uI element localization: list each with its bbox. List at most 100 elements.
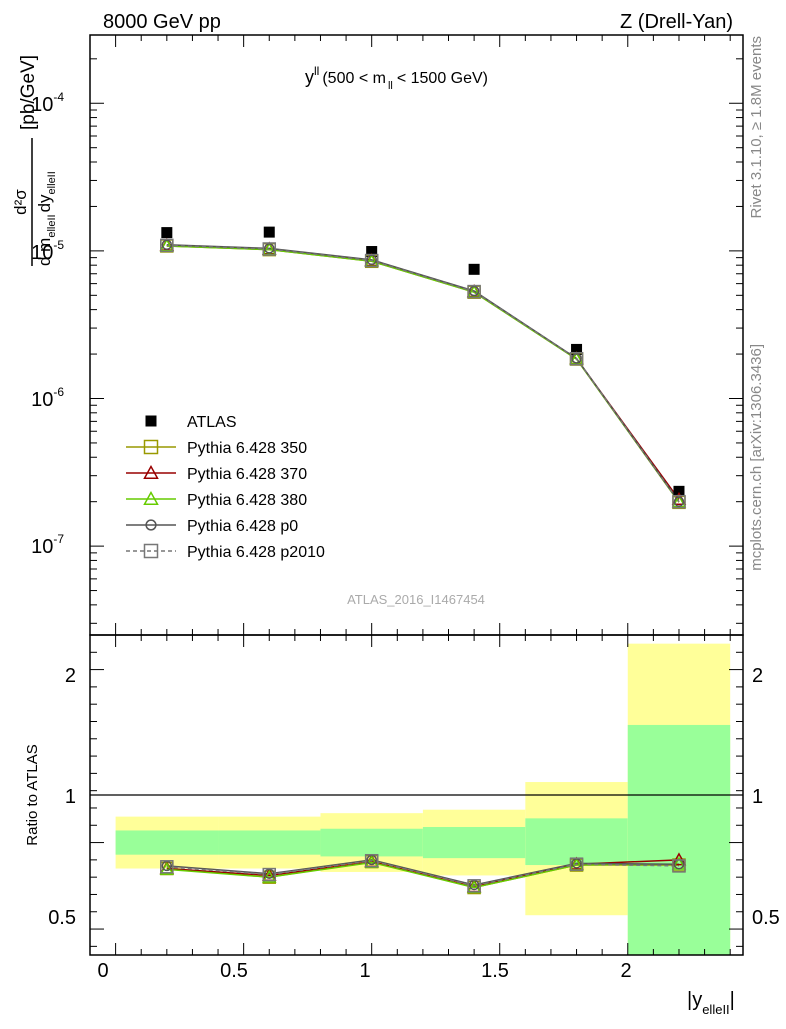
y-tick-base-1e-4: 10 — [31, 94, 53, 116]
ratio-tick-right-0.5: 0.5 — [752, 907, 780, 929]
ratio-band-stat-0 — [115, 830, 219, 855]
main-point-s5-5 — [672, 494, 686, 509]
ratio-ylabel: Ratio to ATLAS — [24, 744, 41, 845]
main-point-s0-3 — [468, 263, 480, 275]
main-point-s0-1 — [263, 226, 275, 238]
legend-entry-2: Pythia 6.428 370 — [126, 464, 307, 483]
x-tick-1: 1 — [359, 960, 370, 982]
ratio-tick-right-2: 2 — [752, 665, 763, 687]
main-point-s0-5 — [673, 485, 685, 497]
ratio-line-4 — [166, 859, 679, 887]
legend-label-4: Pythia 6.428 p0 — [187, 518, 298, 535]
ratio-point-s4-3 — [467, 879, 481, 893]
mcplots-label: mcplots.cern.ch [arXiv:1306.3436] — [748, 344, 765, 571]
legend-entry-4: Pythia 6.428 p0 — [126, 518, 298, 535]
legend-marker-0 — [145, 415, 157, 427]
y-tick-exp-1e-4: -4 — [53, 90, 64, 104]
x-tick-2: 2 — [620, 960, 631, 982]
x-label-close: | — [730, 989, 735, 1011]
main-point-s4-1 — [264, 243, 275, 254]
main-point-s4-0 — [161, 239, 173, 251]
ylabel-units: [pb/GeV] — [18, 55, 39, 130]
ratio-tick-left-0.5: 0.5 — [48, 907, 76, 929]
selection-annotation: yll (500 < m ll < 1500 GeV) — [305, 64, 488, 92]
y-tick-base-1e-7: 10 — [31, 536, 53, 558]
y-tick-label-1e-4: 10-4 — [31, 90, 64, 116]
main-point-s4-2 — [366, 254, 377, 266]
ylabel-den-sub2: elleII — [46, 171, 58, 194]
annotation-sup: ll — [314, 64, 319, 78]
x-tick-1.5: 1.5 — [481, 960, 509, 982]
legend-entry-3: Pythia 6.428 380 — [126, 490, 307, 509]
analysis-watermark: ATLAS_2016_I1467454 — [347, 592, 485, 607]
main-line-5 — [166, 244, 680, 503]
main-point-s3-4 — [569, 351, 584, 365]
main-line-2 — [166, 244, 680, 500]
main-line-3 — [166, 245, 680, 503]
ratio-band-stat-2 — [320, 828, 423, 857]
y-tick-exp-1e-6: -6 — [53, 385, 64, 399]
ratio-markers — [159, 852, 687, 895]
y-tick-exp-1e-7: -7 — [53, 532, 64, 546]
legend-entry-0: ATLAS — [145, 414, 237, 431]
ylabel-den-part1: d m — [35, 238, 54, 266]
y-tick-label-1e-5: 10-5 — [31, 238, 64, 264]
ylabel-den-sub1: elleII — [46, 214, 58, 237]
main-point-s0-2 — [366, 246, 378, 258]
ratio-line-2 — [166, 861, 679, 889]
y-tick-label-1e-7: 10-7 — [31, 532, 64, 558]
main-markers — [159, 226, 687, 510]
main-point-s0-0 — [161, 227, 173, 239]
legend-marker-5 — [143, 543, 159, 559]
ylabel-den-part2: dy — [35, 194, 54, 212]
x-label-main: |y — [687, 989, 702, 1011]
legend-marker-1 — [143, 439, 159, 455]
main-point-s4-5 — [673, 496, 685, 507]
ratio-point-s4-4 — [569, 857, 584, 871]
ratio-band-stat-3 — [422, 827, 526, 859]
annotation-tail: < 1500 GeV) — [397, 70, 488, 87]
main-point-s5-3 — [467, 284, 481, 299]
x-axis-label: |yelleII| — [687, 989, 735, 1017]
ratio-uncertainty-bands — [115, 643, 731, 955]
main-line-4 — [166, 244, 680, 503]
annotation-rest: (500 < m — [322, 70, 386, 87]
main-line-1 — [166, 245, 680, 503]
main-ylabel: d²σ d melleIIdyelleII [pb/GeV] — [11, 55, 58, 266]
legend-label-0: ATLAS — [187, 414, 237, 431]
legend: ATLAS Pythia 6.428 350 Pythia 6.428 370 Pyt… — [126, 414, 325, 561]
legend-label-3: Pythia 6.428 380 — [187, 492, 307, 509]
main-y-tick-labels: 10-4 10-5 10-6 10-7 — [31, 90, 64, 558]
legend-marker-3 — [143, 490, 159, 505]
ratio-point-s4-5 — [672, 859, 686, 873]
ratio-tick-left-1: 1 — [65, 786, 76, 808]
main-point-s4-4 — [571, 353, 582, 364]
main-mc-lines — [166, 244, 680, 503]
y-tick-base-1e-5: 10 — [31, 242, 53, 264]
annotation-y: y — [305, 67, 314, 87]
annotation-sub: ll — [388, 80, 393, 92]
x-label-sub: elleII — [702, 1002, 729, 1017]
ylabel-denominator: d melleIIdyelleII — [35, 171, 58, 266]
ratio-point-s4-2 — [364, 853, 379, 868]
ratio-line-3 — [166, 859, 679, 886]
header-left-title: 8000 GeV pp — [103, 11, 221, 33]
y-tick-label-1e-6: 10-6 — [31, 385, 64, 411]
ratio-band-stat-1 — [218, 830, 321, 855]
legend-label-1: Pythia 6.428 350 — [187, 440, 307, 457]
rivet-version-label: Rivet 3.1.10, ≥ 1.8M events — [748, 36, 765, 219]
ratio-tick-left-2: 2 — [65, 665, 76, 687]
main-point-s4-3 — [468, 285, 480, 297]
ratio-y-tick-labels: 2 1 0.5 2 1 0.5 — [48, 665, 780, 929]
main-point-s5-1 — [262, 242, 277, 256]
ratio-band-stat-5 — [627, 724, 731, 955]
ratio-point-s4-1 — [262, 867, 277, 882]
ratio-mc-lines — [166, 859, 680, 889]
x-tick-0.5: 0.5 — [220, 960, 248, 982]
legend-entry-1: Pythia 6.428 350 — [126, 439, 307, 457]
x-tick-0: 0 — [97, 960, 108, 982]
x-tick-labels: 0 0.5 1 1.5 2 — [97, 960, 631, 982]
main-point-s5-2 — [364, 253, 379, 268]
